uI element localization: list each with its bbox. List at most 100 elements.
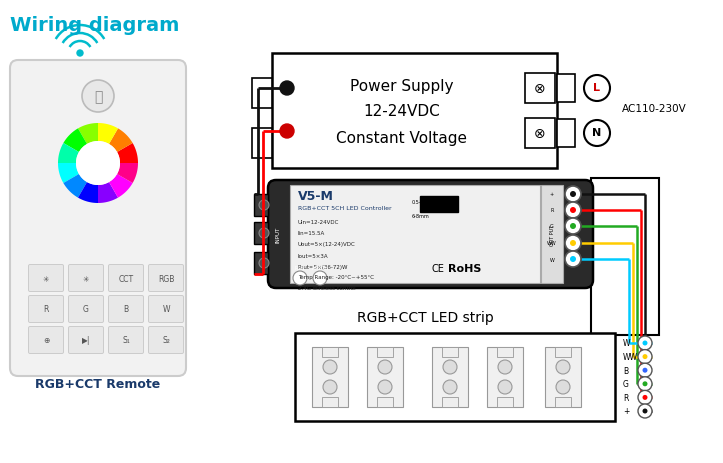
- Circle shape: [280, 82, 294, 96]
- Bar: [525, 119, 555, 149]
- FancyBboxPatch shape: [28, 265, 64, 292]
- Text: RoHS: RoHS: [448, 263, 482, 274]
- Text: Power Supply: Power Supply: [350, 79, 454, 94]
- Polygon shape: [109, 175, 132, 198]
- Bar: [377, 397, 393, 407]
- Circle shape: [443, 380, 457, 394]
- Circle shape: [82, 81, 114, 113]
- Text: Constant Voltage: Constant Voltage: [336, 131, 468, 146]
- Polygon shape: [64, 175, 87, 198]
- Circle shape: [76, 142, 120, 186]
- Circle shape: [565, 187, 581, 203]
- Circle shape: [638, 336, 652, 350]
- Circle shape: [638, 377, 652, 391]
- Text: RGB+CCT Remote: RGB+CCT Remote: [35, 378, 161, 391]
- Circle shape: [584, 121, 610, 147]
- Text: INPUT: INPUT: [275, 226, 281, 243]
- Bar: [252, 129, 272, 159]
- Bar: [525, 74, 555, 104]
- Bar: [432, 347, 468, 407]
- Text: +: +: [550, 192, 554, 197]
- Bar: [254, 252, 268, 275]
- FancyBboxPatch shape: [148, 296, 184, 323]
- Circle shape: [570, 240, 576, 246]
- Text: B: B: [124, 305, 129, 314]
- Circle shape: [643, 368, 648, 373]
- Circle shape: [638, 350, 652, 364]
- Bar: [254, 194, 268, 217]
- Bar: [420, 197, 458, 213]
- Circle shape: [280, 125, 294, 139]
- Circle shape: [313, 271, 327, 285]
- Circle shape: [77, 51, 83, 57]
- Text: OUT PUT: OUT PUT: [549, 224, 555, 245]
- Text: V5-M: V5-M: [298, 190, 334, 203]
- Circle shape: [570, 207, 576, 213]
- Text: ⏻: ⏻: [94, 90, 102, 104]
- Text: G: G: [623, 380, 629, 388]
- Circle shape: [643, 341, 648, 346]
- Text: 0.5-1.5mm²: 0.5-1.5mm²: [412, 200, 441, 205]
- Text: ✳: ✳: [43, 274, 49, 283]
- Circle shape: [565, 251, 581, 268]
- Text: B: B: [623, 366, 628, 375]
- Bar: [442, 397, 458, 407]
- Bar: [254, 223, 268, 244]
- Text: R: R: [550, 208, 554, 213]
- Text: WW: WW: [547, 241, 557, 246]
- Circle shape: [570, 224, 576, 230]
- Bar: [555, 397, 571, 407]
- Text: 2.4G wireless control: 2.4G wireless control: [298, 286, 356, 291]
- Polygon shape: [78, 183, 98, 204]
- Text: AC110-230V: AC110-230V: [622, 104, 687, 114]
- Text: CE: CE: [432, 263, 445, 274]
- Circle shape: [443, 360, 457, 374]
- Bar: [295, 333, 615, 421]
- Text: W: W: [549, 257, 555, 262]
- Text: 12-24VDC: 12-24VDC: [364, 104, 440, 119]
- Text: ⊗: ⊗: [534, 127, 546, 141]
- FancyBboxPatch shape: [28, 296, 64, 323]
- Bar: [555, 347, 571, 357]
- FancyBboxPatch shape: [10, 61, 186, 376]
- Bar: [442, 347, 458, 357]
- Circle shape: [638, 391, 652, 405]
- Text: W: W: [162, 305, 170, 314]
- Text: Iin=15.5A: Iin=15.5A: [298, 231, 325, 236]
- Text: Uin=12-24VDC: Uin=12-24VDC: [298, 220, 339, 225]
- Circle shape: [565, 202, 581, 219]
- Text: W: W: [623, 339, 630, 348]
- Circle shape: [378, 360, 392, 374]
- Bar: [322, 397, 338, 407]
- Circle shape: [570, 192, 576, 198]
- Polygon shape: [117, 144, 138, 163]
- Bar: [377, 347, 393, 357]
- Circle shape: [378, 380, 392, 394]
- Polygon shape: [58, 163, 79, 184]
- Text: L: L: [594, 83, 601, 93]
- Circle shape: [323, 380, 337, 394]
- Circle shape: [259, 258, 269, 269]
- Circle shape: [565, 236, 581, 251]
- Bar: [497, 347, 513, 357]
- Text: R: R: [623, 393, 628, 402]
- Text: 6-8mm: 6-8mm: [412, 214, 429, 219]
- Circle shape: [643, 354, 648, 359]
- FancyBboxPatch shape: [148, 327, 184, 354]
- Text: G: G: [83, 305, 89, 314]
- Text: Pout=5×(36-72)W: Pout=5×(36-72)W: [298, 264, 348, 269]
- Circle shape: [570, 257, 576, 263]
- Bar: [367, 347, 403, 407]
- Bar: [545, 347, 581, 407]
- Circle shape: [293, 271, 307, 285]
- Text: ▶|: ▶|: [82, 336, 90, 345]
- Text: RUN: RUN: [295, 266, 305, 271]
- Text: Temp Range: -20°C~+55°C: Temp Range: -20°C~+55°C: [298, 275, 374, 280]
- FancyBboxPatch shape: [69, 265, 103, 292]
- Bar: [541, 186, 563, 283]
- Bar: [252, 79, 272, 109]
- Circle shape: [638, 363, 652, 377]
- FancyBboxPatch shape: [28, 327, 64, 354]
- Text: CCT: CCT: [119, 274, 134, 283]
- Circle shape: [556, 360, 570, 374]
